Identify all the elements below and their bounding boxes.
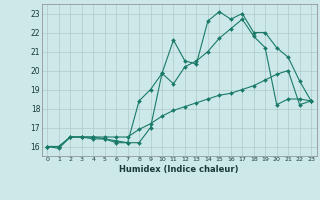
X-axis label: Humidex (Indice chaleur): Humidex (Indice chaleur) — [119, 165, 239, 174]
